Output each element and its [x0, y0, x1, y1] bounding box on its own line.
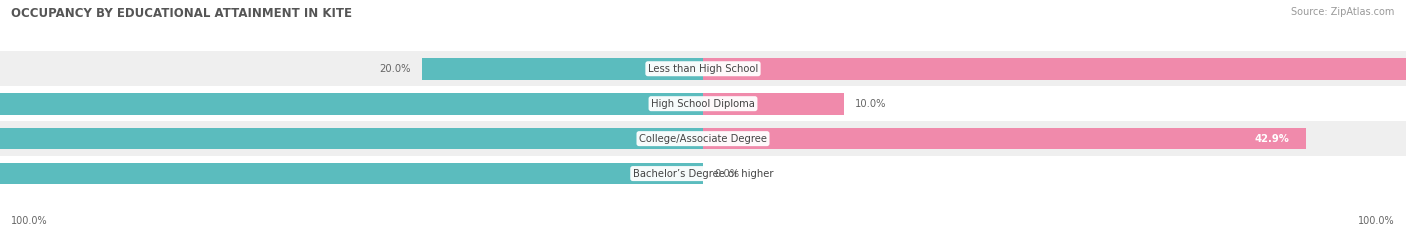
- Bar: [0, 163, 703, 185]
- Bar: [703, 93, 844, 115]
- Text: 100.0%: 100.0%: [1358, 216, 1395, 226]
- Text: College/Associate Degree: College/Associate Degree: [638, 134, 768, 144]
- Text: OCCUPANCY BY EDUCATIONAL ATTAINMENT IN KITE: OCCUPANCY BY EDUCATIONAL ATTAINMENT IN K…: [11, 7, 353, 20]
- Bar: [422, 58, 703, 80]
- Text: 100.0%: 100.0%: [11, 216, 48, 226]
- Bar: [0, 86, 1406, 121]
- Bar: [703, 128, 1306, 150]
- Text: 0.0%: 0.0%: [714, 169, 740, 178]
- Text: Source: ZipAtlas.com: Source: ZipAtlas.com: [1291, 7, 1395, 17]
- Bar: [0, 156, 1406, 191]
- Text: High School Diploma: High School Diploma: [651, 99, 755, 109]
- Bar: [0, 51, 1406, 86]
- Text: 42.9%: 42.9%: [1254, 134, 1289, 144]
- Bar: [703, 58, 1406, 80]
- Text: Bachelor’s Degree or higher: Bachelor’s Degree or higher: [633, 169, 773, 178]
- Text: 10.0%: 10.0%: [855, 99, 886, 109]
- Bar: [0, 128, 703, 150]
- Text: 20.0%: 20.0%: [380, 64, 411, 74]
- Text: Less than High School: Less than High School: [648, 64, 758, 74]
- Bar: [0, 93, 703, 115]
- Bar: [0, 121, 1406, 156]
